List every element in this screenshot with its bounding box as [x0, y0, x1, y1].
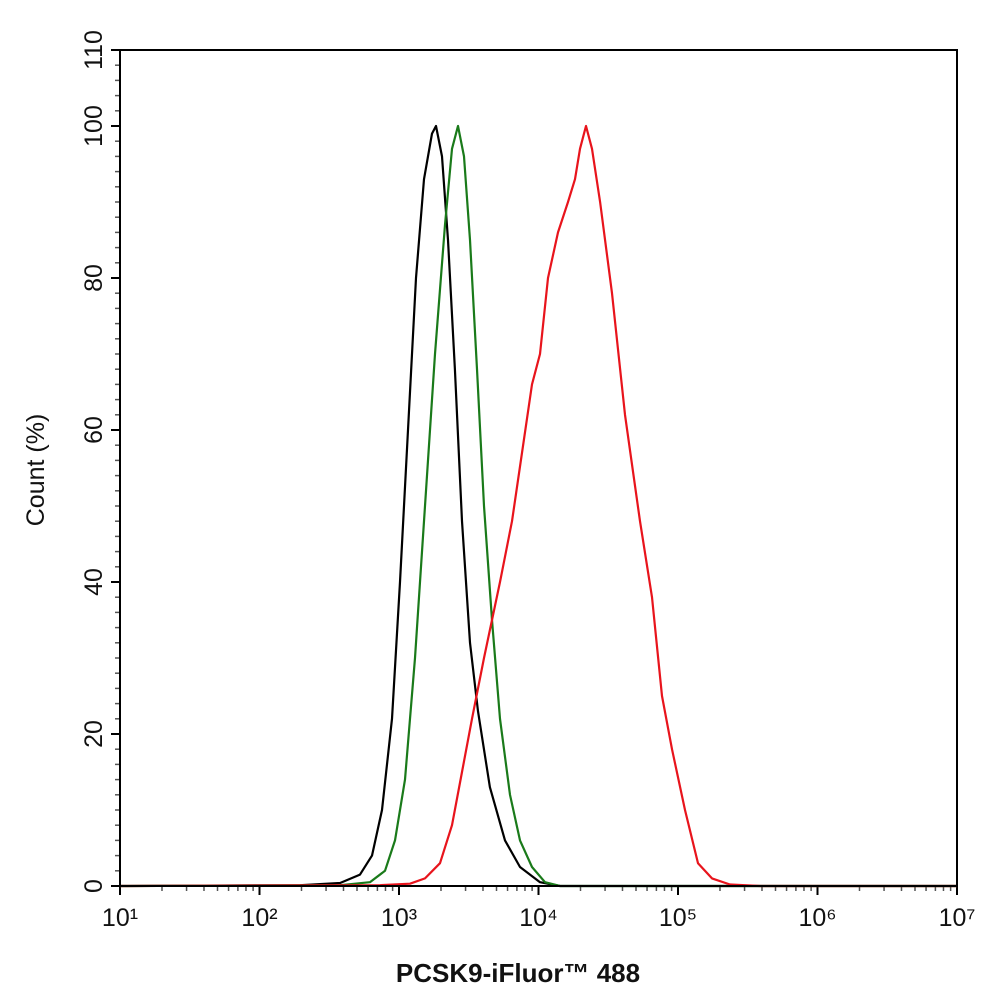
y-tick-label: 40: [80, 568, 108, 596]
x-tick-label: 10⁷: [939, 904, 976, 932]
y-tick-label: 60: [80, 416, 108, 444]
y-tick-label: 100: [80, 105, 108, 147]
x-tick-label: 10⁵: [659, 904, 697, 932]
y-tick-label: 20: [80, 720, 108, 748]
x-tick-label: 10⁶: [798, 904, 836, 932]
y-tick-label: 80: [80, 264, 108, 292]
plot-frame: [119, 49, 958, 887]
x-tick-label: 10³: [381, 904, 417, 932]
x-tick-label: 10⁴: [519, 904, 558, 932]
x-tick-label: 10²: [241, 904, 277, 932]
y-tick-label: 110: [80, 30, 108, 70]
y-tick-label: 0: [80, 879, 108, 893]
x-axis-title: PCSK9-iFluor™ 488: [396, 958, 640, 988]
y-axis-title: Count (%): [22, 414, 50, 527]
series-line: [119, 124, 957, 888]
series-line: [119, 124, 957, 888]
x-tick-label: 10¹: [102, 904, 138, 932]
series-line: [119, 124, 957, 888]
